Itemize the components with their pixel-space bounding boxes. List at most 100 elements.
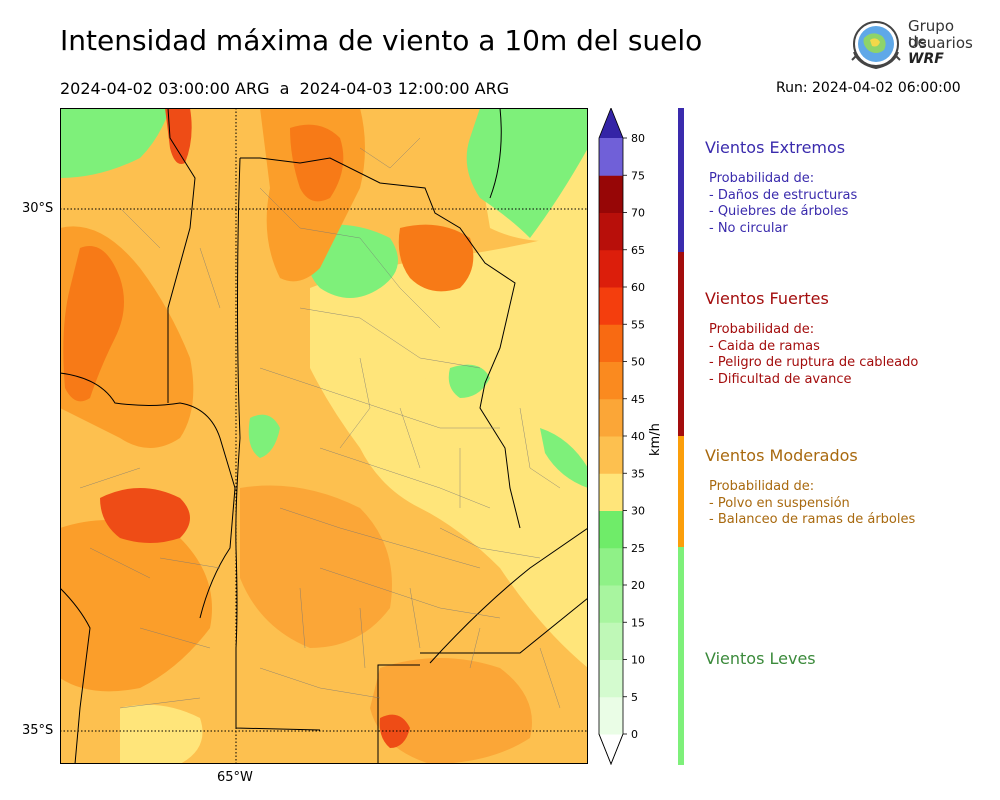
colorbar-bin (599, 249, 623, 288)
map-province-boundaries (489, 108, 502, 199)
map-region-orange-south (60, 520, 212, 692)
colorbar-bin (599, 622, 623, 660)
colorbar: 0 5 10 15 20 25 30 35 40 45 50 55 60 65 70 75 80 (598, 108, 645, 766)
colorbar-tick-label: 15 (631, 616, 645, 629)
category-bar-leves (678, 547, 684, 765)
category-desc-line: Probabilidad de: (709, 479, 815, 494)
colorbar-tick-label: 5 (631, 691, 638, 704)
colorbar-unit-label: km/h (648, 423, 663, 456)
map-region-red-se (379, 714, 410, 748)
map-region-orange-center (240, 485, 392, 648)
colorbar-bin (599, 324, 623, 362)
map-province-boundaries (429, 527, 588, 664)
colorbar-tick-label: 20 (631, 579, 645, 592)
colorbar-tick-label: 70 (631, 207, 645, 220)
colorbar-tick-label: 75 (631, 169, 645, 182)
category-title: Vientos Extremos (705, 138, 846, 157)
category-desc-line: - Dificultad de avance (709, 371, 852, 387)
map-region-green-e (448, 364, 490, 398)
logo-line3: WRF (908, 51, 944, 67)
colorbar-bin (599, 510, 623, 549)
colorbar-bin (599, 659, 623, 698)
colorbar-bin (599, 696, 623, 735)
map-region-yellow-center (350, 365, 442, 448)
wind-map (60, 108, 588, 764)
category-description: Probabilidad de: - Daños de estructuras … (709, 171, 857, 237)
lat-label-30s: 30°S (22, 201, 54, 216)
category-desc-line: - Peligro de ruptura de cableado (709, 355, 919, 370)
category-moderados: Vientos Moderados Probabilidad de: - Pol… (705, 446, 915, 529)
category-bar-fuertes (678, 252, 684, 436)
map-frame (60, 108, 588, 764)
colorbar-tick-label: 50 (631, 356, 645, 369)
colorbar-bin (599, 436, 623, 474)
category-desc-line: Probabilidad de: (709, 171, 815, 186)
colorbar-bin (599, 175, 623, 213)
category-desc-line: - Caida de ramas (709, 338, 820, 354)
colorbar-high-arrow (599, 108, 623, 138)
logo-line1: Grupo de (908, 17, 954, 51)
map-province-boundaries (167, 108, 196, 403)
map-province-boundaries (420, 597, 588, 654)
logo-line2: Usuarios (908, 34, 973, 52)
colorbar-tick-label: 30 (631, 505, 645, 518)
colorbar-tick-label: 25 (631, 542, 645, 555)
map-region-green-nw (60, 108, 170, 178)
map-region-green-w (248, 414, 280, 458)
map-region-red-n (290, 124, 344, 202)
grupo-usuarios-wrf-logo: Grupo de Usuarios WRF (848, 16, 973, 74)
colorbar-tick-label: 0 (631, 728, 638, 741)
category-title: Vientos Leves (705, 649, 816, 668)
map-region-yellow-east (310, 228, 588, 668)
lon-label-65w: 65°W (217, 770, 253, 785)
colorbar-bin (599, 138, 623, 176)
category-description: Probabilidad de: - Polvo en suspensión -… (709, 479, 915, 529)
map-region-red-top (165, 108, 192, 164)
map-province-boundaries (237, 157, 241, 439)
colorbar-bin (599, 361, 623, 400)
category-desc-line: - Daños de estructuras (709, 187, 858, 203)
colorbar-bin (599, 287, 623, 325)
colorbar-tick-label: 60 (631, 281, 645, 294)
category-extremos: Vientos Extremos Probabilidad de: - Daño… (705, 138, 857, 237)
run-timestamp: Run: 2024-04-02 06:00:00 (776, 80, 961, 96)
map-region-yellow-sw (120, 704, 203, 764)
map-region-orange-ne (398, 224, 474, 292)
map-province-boundaries (60, 587, 91, 764)
globe-logo-icon (851, 21, 901, 70)
chart-title: Intensidad máxima de viento a 10m del su… (60, 24, 703, 57)
colorbar-tick-label: 35 (631, 467, 645, 480)
colorbar-bin (599, 547, 623, 586)
category-bar-moderados (678, 436, 684, 547)
colorbar-bin (599, 585, 623, 623)
lat-label-35s: 35°S (22, 723, 54, 738)
colorbar-bin (599, 398, 623, 437)
colorbar-tick-label: 80 (631, 132, 645, 145)
category-desc-line: - No circular (709, 220, 788, 236)
map-region-red-nw (63, 246, 124, 402)
category-desc-line: Probabilidad de: (709, 322, 815, 337)
category-title: Vientos Fuertes (705, 289, 829, 308)
category-bar-extremos (678, 108, 684, 252)
category-desc-line: - Polvo en suspensión (709, 495, 850, 511)
colorbar-tick-label: 55 (631, 318, 645, 331)
map-region-green-se (540, 428, 588, 488)
category-leves: Vientos Leves (705, 649, 816, 668)
category-desc-line: - Balanceo de ramas de árboles (709, 512, 916, 527)
map-province-boundaries (60, 372, 236, 619)
category-description: Probabilidad de: - Caida de ramas - Peli… (709, 322, 918, 388)
colorbar-tick-label: 45 (631, 393, 645, 406)
colorbar-tick-label: 65 (631, 244, 645, 257)
map-region-green-ne (466, 108, 588, 238)
colorbar-tick-label: 10 (631, 654, 645, 667)
colorbar-low-arrow (598, 733, 624, 766)
category-desc-line: - Quiebres de árboles (709, 204, 849, 219)
map-province-boundaries (235, 437, 321, 731)
category-title: Vientos Moderados (705, 446, 858, 465)
category-fuertes: Vientos Fuertes Probabilidad de: - Caida… (705, 289, 918, 388)
map-region-orange-se (370, 658, 532, 764)
map-region-red-center (100, 488, 190, 543)
colorbar-tick-label: 40 (631, 430, 645, 443)
colorbar-bin (599, 212, 623, 251)
map-department-boundaries (79, 137, 561, 709)
